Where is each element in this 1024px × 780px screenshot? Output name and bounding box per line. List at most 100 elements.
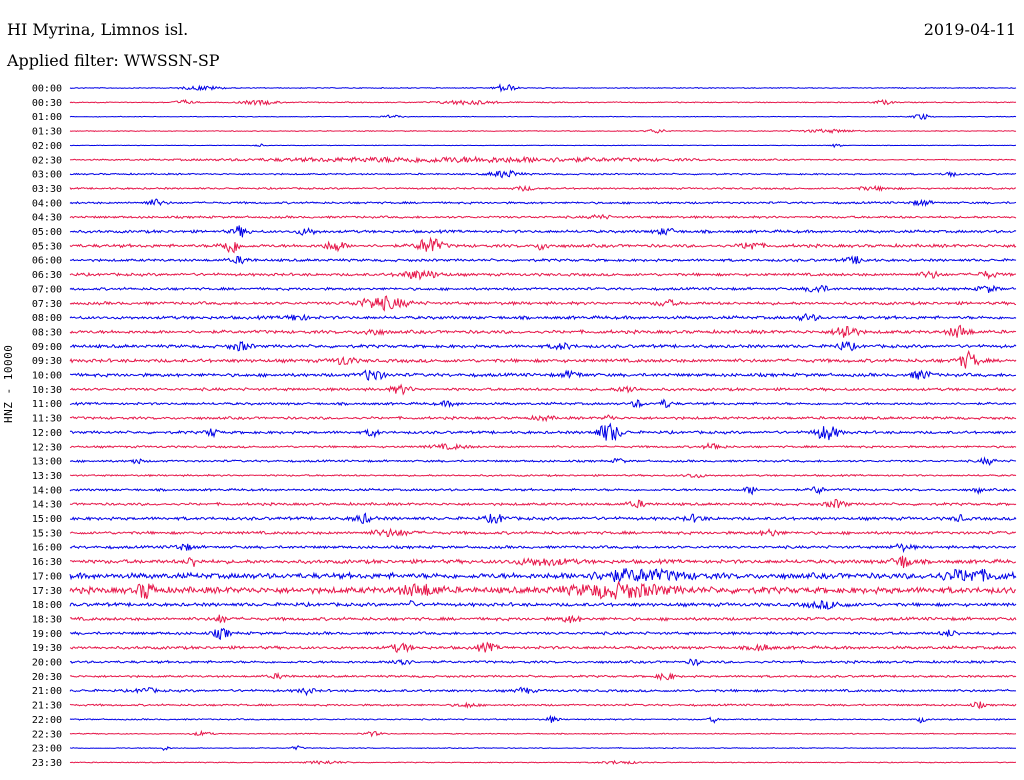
seismic-trace: [69, 184, 1016, 192]
seismic-trace: [69, 671, 1017, 682]
seismic-trace: [69, 527, 1016, 538]
time-label: 15:00: [32, 514, 62, 525]
seismic-trace: [69, 714, 1017, 724]
time-label: 02:30: [32, 155, 62, 166]
seismic-trace: [69, 641, 1017, 654]
seismic-trace: [69, 236, 1017, 254]
seismic-trace: [69, 614, 1017, 624]
time-label: 16:00: [32, 543, 62, 554]
time-label: 10:00: [32, 371, 62, 382]
time-label: 20:30: [32, 672, 62, 683]
seismic-trace: [69, 128, 1017, 135]
time-label: 06:30: [32, 270, 62, 281]
time-label: 10:30: [32, 385, 62, 396]
seismic-trace: [69, 658, 1017, 667]
seismic-trace: [69, 324, 1017, 338]
time-label: 14:30: [32, 500, 62, 511]
seismic-trace: [69, 441, 1017, 451]
time-label: 23:30: [32, 758, 62, 769]
time-label: 14:00: [32, 485, 62, 496]
seismic-trace: [69, 456, 1017, 467]
record-date: 2019-04-11: [923, 20, 1016, 39]
time-label: 15:30: [32, 528, 62, 539]
time-label: 11:00: [32, 399, 62, 410]
seismic-trace: [69, 600, 1017, 610]
seismic-trace: [69, 295, 1017, 312]
seismic-trace: [69, 473, 1017, 479]
seismic-trace: [69, 284, 1017, 294]
time-label: 09:00: [32, 342, 62, 353]
seismic-trace: [69, 567, 1017, 583]
seismic-trace: [69, 340, 1017, 352]
time-label: 12:30: [32, 442, 62, 453]
time-label: 04:30: [32, 213, 62, 224]
seismic-trace: [69, 255, 1017, 265]
seismic-trace: [69, 369, 1016, 381]
seismic-trace: [69, 198, 1017, 208]
time-label: 18:00: [32, 600, 62, 611]
time-label: 23:00: [32, 744, 62, 755]
time-label: 03:00: [32, 170, 62, 181]
seismic-trace: [69, 414, 1017, 423]
seismic-trace: [69, 155, 1017, 164]
time-label: 16:30: [32, 557, 62, 568]
time-label: 19:30: [32, 643, 62, 654]
seismic-trace: [69, 745, 1016, 752]
seismic-trace: [69, 143, 1017, 149]
time-label: 19:00: [32, 629, 62, 640]
time-label: 18:30: [32, 614, 62, 625]
time-label: 22:00: [32, 715, 62, 726]
time-label: 07:00: [32, 284, 62, 295]
time-label: 11:30: [32, 414, 62, 425]
seismic-trace: [69, 83, 1017, 93]
seismic-trace: [69, 225, 1017, 238]
time-label: 00:00: [32, 84, 62, 95]
seismic-trace: [69, 269, 1016, 281]
time-label: 01:30: [32, 127, 62, 138]
time-label: 05:00: [32, 227, 62, 238]
seismic-trace: [69, 701, 1017, 710]
time-label: 17:00: [32, 571, 62, 582]
seismic-trace: [69, 422, 1017, 442]
seismic-trace: [69, 627, 1017, 641]
time-label: 02:00: [32, 141, 62, 152]
time-label: 03:30: [32, 184, 62, 195]
seismic-trace: [69, 486, 1017, 496]
time-label: 08:30: [32, 327, 62, 338]
seismic-trace: [69, 383, 1017, 396]
time-label: 13:00: [32, 457, 62, 468]
seismic-trace: [69, 112, 1017, 120]
seismic-trace: [69, 555, 1017, 569]
seismic-trace: [69, 580, 1017, 600]
time-label: 04:00: [32, 198, 62, 209]
seismic-trace: [69, 398, 1017, 409]
time-label: 08:00: [32, 313, 62, 324]
seismic-trace: [69, 498, 1017, 509]
time-label: 12:00: [32, 428, 62, 439]
time-label: 21:30: [32, 701, 62, 712]
seismic-trace: [69, 686, 1017, 697]
time-label: 06:00: [32, 256, 62, 267]
filter-label: Applied filter: WWSSN-SP: [7, 51, 220, 70]
station-title: HI Myrina, Limnos isl.: [7, 20, 189, 39]
seismic-trace: [69, 349, 1017, 369]
time-label: 21:00: [32, 686, 62, 697]
seismic-trace: [69, 729, 1017, 738]
seismic-trace: [69, 512, 1017, 524]
time-label: 13:30: [32, 471, 62, 482]
time-label: 01:00: [32, 112, 62, 123]
time-label: 22:30: [32, 729, 62, 740]
time-label: 05:30: [32, 241, 62, 252]
time-label: 17:30: [32, 586, 62, 597]
seismic-trace: [69, 98, 1017, 107]
seismic-trace: [69, 312, 1017, 322]
seismic-trace: [69, 169, 1017, 179]
time-label: 00:30: [32, 98, 62, 109]
seismic-trace: [69, 759, 1017, 765]
seismic-trace: [69, 543, 1017, 554]
time-label: 09:30: [32, 356, 62, 367]
time-label: 20:00: [32, 658, 62, 669]
seismic-trace: [69, 213, 1017, 220]
time-label: 07:30: [32, 299, 62, 310]
